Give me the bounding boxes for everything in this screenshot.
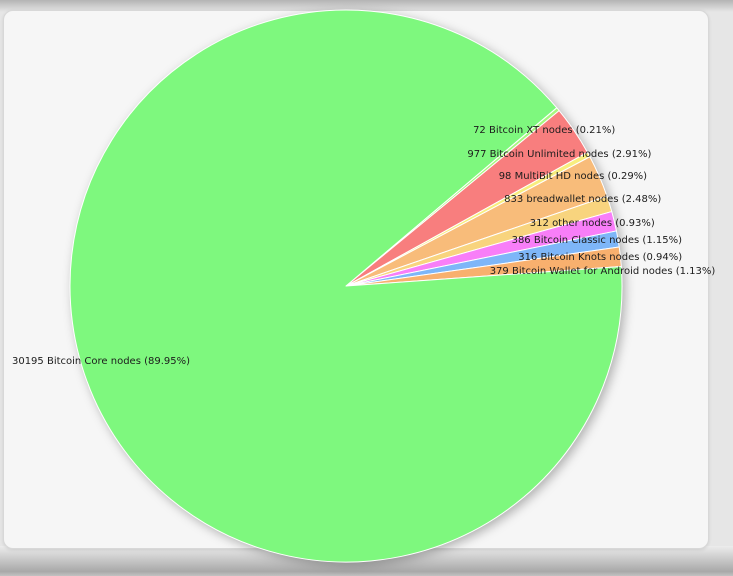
top-gradient-band — [0, 0, 733, 12]
pie-slice-bitcoin-core[interactable] — [69, 9, 623, 563]
pie-slices-group — [69, 9, 623, 563]
pie-label-bitcoin-knots: 316 Bitcoin Knots nodes (0.94%) — [518, 252, 682, 263]
pie-labels-group: 72 Bitcoin XT nodes (0.21%) 977 Bitcoin U… — [12, 125, 715, 367]
pie-label-breadwallet: 833 breadwallet nodes (2.48%) — [504, 194, 661, 205]
pie-label-bitcoin-core: 30195 Bitcoin Core nodes (89.95%) — [12, 356, 190, 367]
pie-label-bitcoin-wallet-for-android: 379 Bitcoin Wallet for Android nodes (1.… — [490, 266, 716, 277]
pie-label-bitcoin-xt: 72 Bitcoin XT nodes (0.21%) — [473, 125, 615, 136]
pie-label-multibit-hd: 98 MultiBit HD nodes (0.29%) — [499, 171, 647, 182]
pie-label-bitcoin-unlimited: 977 Bitcoin Unlimited nodes (2.91%) — [467, 149, 651, 160]
pie-label-other: 312 other nodes (0.93%) — [530, 218, 655, 229]
pie-label-bitcoin-classic: 386 Bitcoin Classic nodes (1.15%) — [512, 235, 683, 246]
